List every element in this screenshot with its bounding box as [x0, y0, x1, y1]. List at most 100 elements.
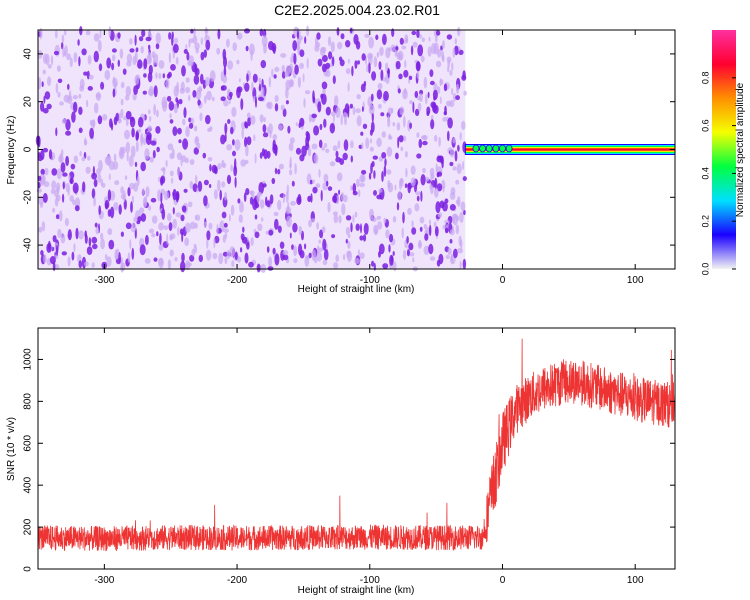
noise-speckle: [342, 112, 348, 119]
noise-speckle: [254, 231, 260, 239]
noise-speckle: [419, 93, 423, 102]
noise-speckle: [385, 229, 390, 239]
noise-speckle: [153, 103, 157, 116]
noise-speckle: [126, 53, 133, 63]
noise-speckle: [345, 226, 350, 236]
noise-speckle: [443, 83, 448, 92]
noise-speckle: [96, 168, 101, 175]
noise-speckle: [221, 181, 226, 188]
noise-speckle: [352, 214, 355, 223]
noise-speckle: [456, 196, 461, 208]
noise-speckle: [400, 146, 404, 152]
noise-speckle: [118, 112, 121, 125]
noise-speckle: [436, 183, 443, 192]
noise-speckle: [250, 237, 254, 246]
noise-speckle: [381, 131, 386, 138]
noise-speckle: [169, 249, 174, 257]
noise-speckle: [196, 187, 199, 193]
noise-speckle: [402, 249, 407, 260]
noise-speckle: [168, 222, 173, 231]
noise-speckle: [137, 128, 142, 133]
noise-speckle: [56, 65, 61, 72]
noise-speckle: [227, 60, 234, 70]
noise-speckle: [254, 153, 257, 164]
noise-speckle: [380, 69, 384, 81]
noise-speckle: [135, 47, 139, 53]
noise-speckle: [40, 250, 44, 256]
noise-speckle: [272, 134, 278, 141]
noise-speckle: [78, 260, 83, 269]
noise-speckle: [274, 218, 279, 230]
noise-speckle: [145, 234, 149, 246]
noise-speckle: [198, 85, 202, 94]
noise-speckle: [60, 233, 66, 244]
noise-speckle: [457, 247, 463, 254]
noise-speckle: [236, 59, 240, 65]
noise-speckle: [449, 191, 456, 200]
noise-speckle: [447, 59, 451, 69]
noise-speckle: [41, 81, 44, 88]
noise-speckle: [106, 57, 112, 69]
noise-speckle: [155, 125, 161, 134]
noise-speckle: [416, 71, 420, 79]
noise-speckle: [128, 155, 134, 167]
noise-speckle: [402, 211, 405, 224]
x-tick-label: -300: [94, 275, 114, 286]
noise-speckle: [452, 47, 456, 58]
noise-speckle: [165, 78, 170, 89]
noise-speckle: [209, 70, 216, 82]
noise-speckle: [104, 69, 111, 80]
noise-speckle: [360, 131, 364, 136]
noise-speckle: [97, 173, 102, 183]
noise-speckle: [358, 189, 361, 198]
noise-speckle: [41, 221, 46, 232]
noise-speckle: [158, 257, 164, 269]
noise-speckle: [203, 195, 208, 207]
noise-speckle: [295, 122, 298, 127]
noise-speckle: [308, 252, 312, 258]
noise-speckle: [214, 235, 220, 244]
noise-speckle: [284, 70, 289, 78]
noise-speckle: [462, 176, 467, 182]
noise-speckle: [148, 44, 151, 50]
noise-speckle: [368, 172, 372, 180]
noise-speckle: [145, 129, 148, 135]
noise-speckle: [50, 188, 56, 195]
noise-speckle: [145, 36, 152, 42]
noise-speckle: [134, 161, 138, 168]
y-tick-label: 1000: [23, 348, 34, 371]
noise-speckle: [403, 69, 409, 78]
noise-speckle: [256, 192, 261, 203]
noise-speckle: [332, 195, 338, 203]
noise-speckle: [40, 168, 45, 175]
noise-speckle: [50, 55, 54, 66]
noise-speckle: [409, 252, 415, 257]
noise-speckle: [289, 156, 292, 169]
noise-speckle: [266, 126, 270, 134]
noise-speckle: [56, 168, 62, 180]
noise-speckle: [184, 157, 189, 164]
noise-speckle: [447, 130, 450, 142]
noise-speckle: [370, 93, 374, 102]
noise-speckle: [185, 77, 190, 83]
noise-speckle: [139, 207, 145, 214]
noise-speckle: [345, 68, 351, 75]
noise-speckle: [274, 144, 278, 157]
noise-speckle: [231, 106, 237, 118]
noise-speckle: [419, 226, 423, 232]
noise-speckle: [432, 89, 438, 100]
noise-speckle: [342, 253, 346, 261]
signal-blob: [479, 144, 486, 153]
noise-speckle: [88, 74, 94, 80]
noise-speckle: [347, 82, 350, 92]
noise-speckle: [423, 245, 430, 255]
noise-speckle: [411, 220, 414, 228]
noise-speckle: [312, 179, 315, 184]
noise-speckle: [70, 163, 76, 170]
noise-speckle: [124, 129, 130, 140]
noise-speckle: [171, 35, 174, 46]
noise-speckle: [83, 261, 89, 267]
noise-speckle: [144, 258, 151, 264]
noise-speckle: [304, 243, 307, 250]
noise-speckle: [182, 118, 186, 126]
